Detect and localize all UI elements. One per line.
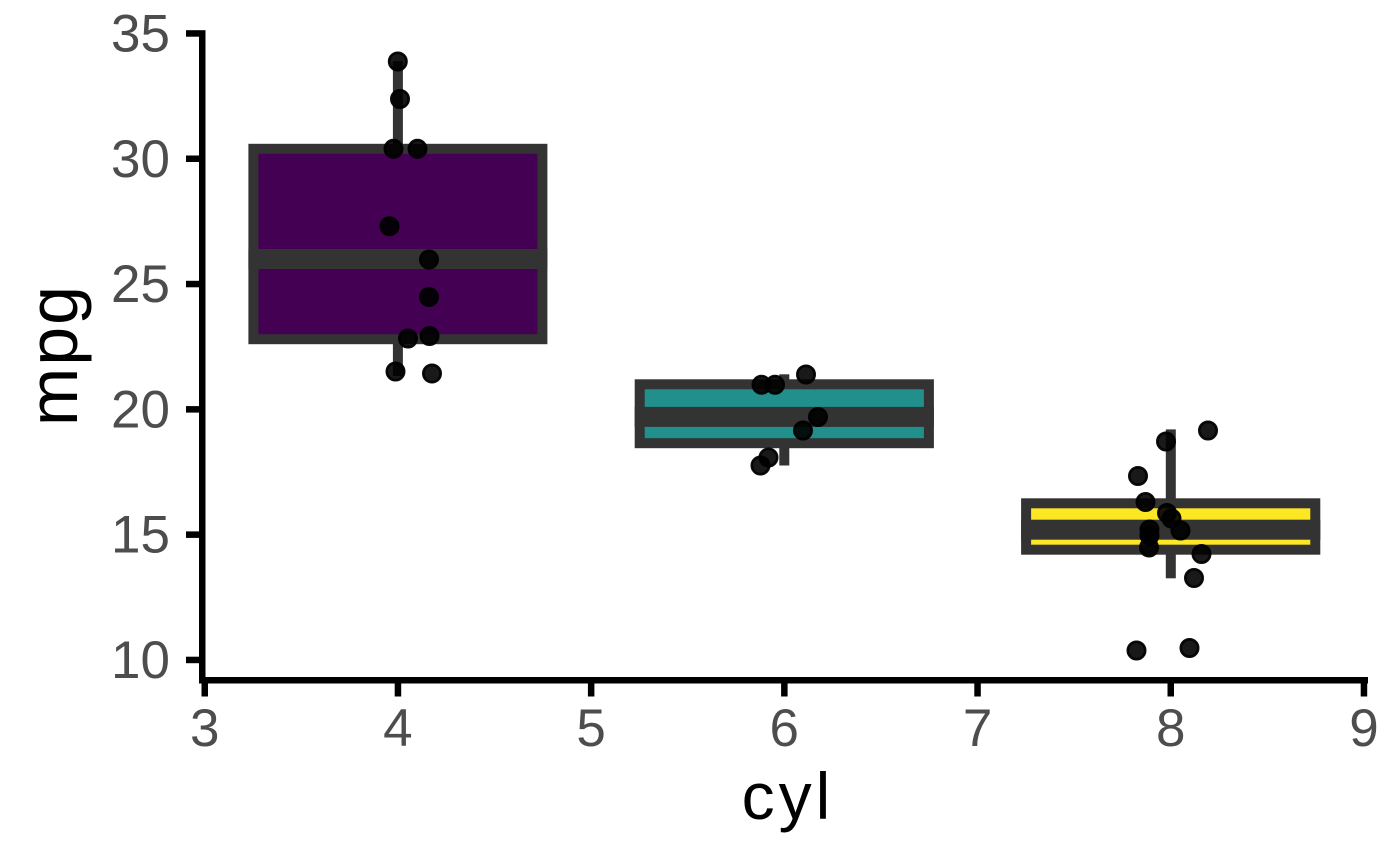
svg-text:25: 25 [111, 255, 170, 314]
svg-text:10: 10 [111, 631, 170, 690]
svg-text:6: 6 [770, 699, 799, 758]
svg-text:30: 30 [111, 130, 170, 189]
svg-text:3: 3 [190, 699, 219, 758]
svg-text:35: 35 [111, 5, 170, 64]
svg-text:8: 8 [1156, 699, 1185, 758]
svg-text:4: 4 [383, 699, 412, 758]
svg-text:20: 20 [111, 380, 170, 439]
svg-text:cyl: cyl [742, 759, 835, 833]
svg-text:mpg: mpg [14, 284, 92, 426]
svg-text:9: 9 [1349, 699, 1378, 758]
svg-text:7: 7 [963, 699, 992, 758]
svg-text:15: 15 [111, 506, 170, 565]
svg-text:5: 5 [576, 699, 605, 758]
